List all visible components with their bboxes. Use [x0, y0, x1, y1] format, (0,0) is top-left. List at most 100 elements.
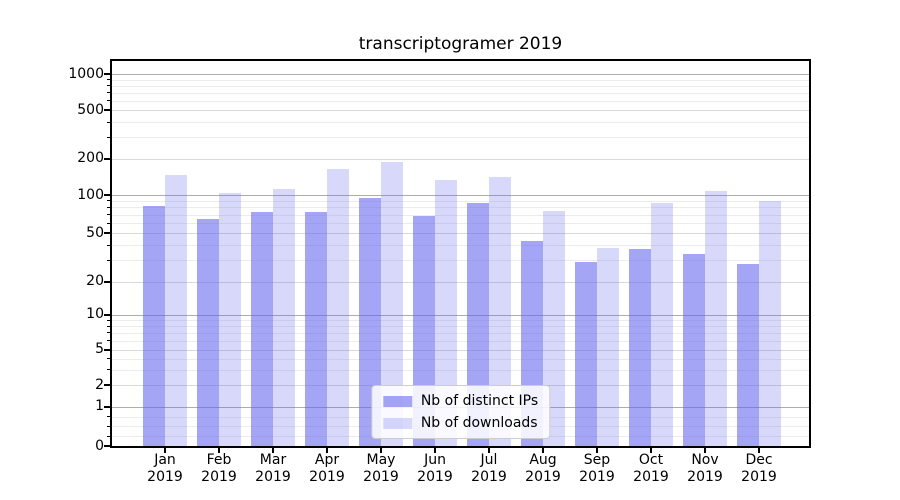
gridline-major: [112, 314, 809, 316]
y-tick-minor: [107, 100, 110, 102]
y-tick-minor: [107, 214, 110, 216]
legend-label-downloads: Nb of downloads: [420, 415, 538, 431]
legend-label-distinct-ips: Nb of distinct IPs: [420, 393, 539, 409]
gridline-minor: [112, 223, 809, 225]
gridline-minor: [112, 358, 809, 360]
chart-title: transcriptogramer 2019: [358, 34, 563, 54]
x-tick-label: Oct 2019: [633, 452, 669, 485]
y-tick: [104, 157, 110, 160]
x-tick-label: Mar 2019: [255, 452, 291, 485]
x-tick-label: Jan 2019: [147, 452, 183, 485]
y-tick: [104, 109, 110, 112]
y-tick-minor: [107, 332, 110, 334]
bar-downloads-jul: [489, 177, 511, 446]
gridline-minor: [112, 79, 809, 81]
x-tick-label: Aug 2019: [525, 452, 561, 485]
legend-swatch-distinct-ips: [382, 395, 412, 407]
gridline-minor: [112, 122, 809, 124]
x-tick: [272, 448, 274, 453]
y-tick-minor: [107, 85, 110, 87]
y-tick: [104, 232, 110, 235]
y-tick-label: 1000: [68, 65, 104, 82]
bar-distinct-ips-dec: [737, 263, 759, 446]
y-tick-minor: [107, 206, 110, 208]
y-tick-minor: [107, 244, 110, 246]
bar-downloads-jan: [165, 174, 187, 446]
x-tick: [488, 448, 490, 453]
y-tick: [104, 348, 110, 351]
x-tick: [326, 448, 328, 453]
bar-distinct-ips-oct: [629, 249, 651, 446]
legend-item-distinct-ips: Nb of distinct IPs: [382, 393, 539, 409]
y-tick-minor: [107, 358, 110, 359]
x-tick-label: Apr 2019: [309, 452, 345, 485]
x-tick-label: Sep 2019: [579, 452, 615, 485]
bar-distinct-ips-apr: [305, 211, 327, 446]
x-tick-label: Dec 2019: [741, 452, 777, 485]
x-tick: [164, 448, 166, 453]
y-tick: [104, 73, 110, 76]
y-tick: [104, 445, 110, 447]
y-tick: [104, 405, 110, 408]
bar-downloads-oct: [651, 202, 673, 446]
y-tick: [104, 280, 110, 283]
y-tick-minor: [107, 200, 110, 202]
bar-distinct-ips-may: [359, 198, 381, 446]
gridline-minor: [112, 137, 809, 139]
x-tick: [650, 448, 652, 453]
legend: Nb of distinct IPs Nb of downloads: [370, 385, 551, 439]
gridline-minor: [112, 214, 809, 216]
gridline-minor: [112, 200, 809, 202]
y-tick-label: 50: [86, 224, 104, 241]
x-tick: [380, 448, 382, 453]
y-tick-minor: [107, 222, 110, 224]
gridline-minor: [112, 369, 809, 371]
bar-distinct-ips-feb: [197, 218, 219, 446]
y-tick-minor: [107, 319, 110, 321]
gridline-minor: [112, 326, 809, 328]
bar-downloads-jun: [435, 180, 457, 446]
y-tick-label: 20: [86, 273, 104, 290]
y-tick-label: 5: [95, 341, 104, 358]
gridline-minor: [112, 260, 809, 262]
gridline-minor: [112, 245, 809, 247]
y-tick-label: 200: [77, 150, 104, 167]
x-tick: [758, 448, 760, 453]
gridline-minor: [112, 332, 809, 334]
bar-downloads-nov: [705, 190, 727, 446]
y-tick-minor: [107, 92, 110, 94]
y-tick-minor: [107, 121, 110, 123]
y-tick-label: 1: [95, 398, 104, 415]
bar-distinct-ips-mar: [251, 211, 273, 446]
y-tick: [104, 194, 110, 197]
y-tick-minor: [107, 136, 110, 138]
y-tick-label: 0: [95, 437, 104, 454]
y-tick-minor: [107, 369, 110, 370]
plot-area: Nb of distinct IPs Nb of downloads: [112, 61, 809, 446]
x-tick: [704, 448, 706, 453]
gridline-minor: [112, 340, 809, 342]
y-tick-minor: [107, 340, 110, 342]
bar-distinct-ips-nov: [683, 253, 705, 446]
y-tick-minor: [107, 425, 110, 427]
legend-swatch-downloads: [382, 417, 412, 429]
gridline-minor: [112, 207, 809, 209]
bar-downloads-feb: [219, 193, 241, 446]
x-tick-label: May 2019: [363, 452, 399, 485]
gridline-minor: [112, 100, 809, 102]
x-tick: [596, 448, 598, 453]
gridline-major: [112, 110, 809, 112]
y-tick-minor: [107, 435, 110, 437]
y-tick-label: 2: [95, 376, 104, 393]
bar-downloads-mar: [273, 189, 295, 446]
gridline-major: [112, 158, 809, 160]
bar-downloads-dec: [759, 201, 781, 446]
y-tick-label: 10: [86, 306, 104, 323]
gridline-major: [112, 195, 809, 197]
bar-distinct-ips-jan: [143, 205, 165, 446]
y-tick: [104, 313, 110, 316]
gridline-minor: [112, 92, 809, 94]
y-tick-minor: [107, 416, 110, 418]
gridline-major: [112, 281, 809, 283]
